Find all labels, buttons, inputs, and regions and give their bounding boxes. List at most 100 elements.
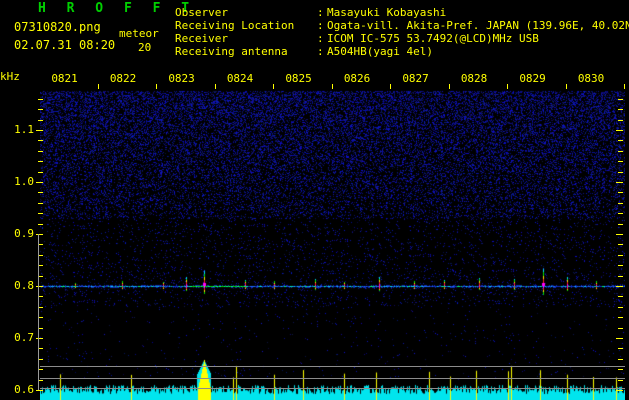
yaxis-tick-label: 1.1 <box>14 123 34 136</box>
yaxis-tick-minor <box>38 244 43 245</box>
xaxis-tick <box>332 84 333 89</box>
xaxis-tick-label: 0829 <box>519 72 546 85</box>
yaxis-tick-minor-right <box>618 296 623 297</box>
yaxis-tick-minor <box>38 99 43 100</box>
metadata-colon: : <box>317 19 324 32</box>
file-datetime-label: 02.07.31 08:20 <box>14 38 116 52</box>
yaxis-tick-minor-right <box>618 151 623 152</box>
metadata-value: Masayuki Kobayashi <box>327 6 447 19</box>
header-panel: H R O F F T 07310820.png 02.07.31 08:20 … <box>0 0 629 68</box>
xaxis-tick-label: 0827 <box>402 72 429 85</box>
metadata-colon: : <box>317 32 324 45</box>
yaxis-vertical-line <box>38 234 39 390</box>
yaxis-tick-major <box>36 286 43 287</box>
app-title: H R O F F T <box>38 1 196 16</box>
yaxis-tick-minor-right <box>618 276 623 277</box>
yaxis-tick-minor-right <box>618 161 623 162</box>
yaxis-tick-major <box>36 390 43 391</box>
metadata-colon: : <box>317 45 324 58</box>
yaxis-tick-minor <box>38 151 43 152</box>
yaxis-tick-minor-right <box>618 172 623 173</box>
xaxis-tick-label: 0826 <box>343 72 371 85</box>
xaxis-tick <box>273 84 274 89</box>
metadata-key: Receiving Location <box>175 19 295 32</box>
yaxis-tick-minor-right <box>618 244 623 245</box>
xaxis-tick-label: 0823 <box>168 72 195 85</box>
yaxis-tick-minor-right <box>618 203 623 204</box>
yaxis-tick-minor-right <box>618 120 623 121</box>
metadata-row: Receiving antenna : A504HB(yagi 4el) <box>175 45 629 58</box>
yaxis-tick-major <box>36 182 43 183</box>
yaxis-tick-minor-right <box>618 213 623 214</box>
yaxis-tick-label: 0.6 <box>14 383 34 396</box>
xaxis-tick <box>156 84 157 89</box>
yaxis-tick-minor-right <box>618 317 623 318</box>
xaxis-tick <box>215 84 216 89</box>
yaxis-tick-minor <box>38 296 43 297</box>
yaxis-tick-minor <box>38 328 43 329</box>
yaxis-tick-minor <box>38 359 43 360</box>
xaxis-tick-label: 0824 <box>226 72 254 85</box>
event-type-label: meteor <box>119 27 159 40</box>
yaxis-tick-minor-right <box>618 224 623 225</box>
yaxis-unit-label: kHz <box>0 70 20 83</box>
yaxis-tick-minor <box>38 120 43 121</box>
xaxis-tick-label: 0825 <box>285 72 312 85</box>
metadata-row: Receiver : ICOM IC-575 53.7492(@LCD)MHz … <box>175 32 629 45</box>
yaxis-tick-minor <box>38 140 43 141</box>
metadata-row: Observer : Masayuki Kobayashi <box>175 6 629 19</box>
yaxis-tick-major-right <box>616 182 623 183</box>
metadata-row: Receiving Location : Ogata-vill. Akita-P… <box>175 19 629 32</box>
yaxis-tick-major <box>36 130 43 131</box>
yaxis-tick-minor <box>38 109 43 110</box>
yaxis-tick-major-right <box>616 286 623 287</box>
yaxis-tick-label: 1.0 <box>14 175 34 188</box>
yaxis-tick-minor <box>38 265 43 266</box>
yaxis-tick-minor-right <box>618 192 623 193</box>
yaxis-tick-minor-right <box>618 380 623 381</box>
xaxis-tick-label: 0821 <box>51 72 78 85</box>
amplitude-gridline <box>40 366 625 367</box>
metadata-key: Receiving antenna <box>175 45 288 58</box>
metadata-value: A504HB(yagi 4el) <box>327 45 433 58</box>
metadata-colon: : <box>317 6 324 19</box>
yaxis-tick-minor-right <box>618 265 623 266</box>
metadata-key: Observer <box>175 6 228 19</box>
xaxis-tick <box>390 84 391 89</box>
metadata-value: Ogata-vill. Akita-Pref. JAPAN (139.96E, … <box>327 19 629 32</box>
yaxis-tick-minor <box>38 172 43 173</box>
yaxis-tick-label: 0.8 <box>14 279 34 292</box>
yaxis-tick-minor <box>38 317 43 318</box>
xaxis-tick <box>507 84 508 89</box>
metadata-block: Observer : Masayuki Kobayashi Receiving … <box>175 6 629 58</box>
yaxis-tick-minor-right <box>618 307 623 308</box>
event-count-label: 20 <box>138 41 152 54</box>
yaxis-tick-major-right <box>616 130 623 131</box>
yaxis-tick-minor <box>38 348 43 349</box>
amplitude-gridline <box>40 378 625 379</box>
xaxis-tick-label: 0828 <box>460 72 488 85</box>
yaxis-tick-minor <box>38 307 43 308</box>
yaxis-tick-minor <box>38 192 43 193</box>
yaxis-tick-minor <box>38 276 43 277</box>
yaxis-tick-minor <box>38 224 43 225</box>
xaxis-tick <box>449 84 450 89</box>
xaxis-tick <box>98 84 99 89</box>
file-name-label: 07310820.png <box>14 20 101 34</box>
yaxis-tick-minor-right <box>618 255 623 256</box>
xaxis-tick <box>566 84 567 89</box>
yaxis-tick-minor-right <box>618 99 623 100</box>
amplitude-gridline <box>40 388 625 389</box>
yaxis-tick-minor-right <box>618 348 623 349</box>
xaxis-tick-label: 0830 <box>577 72 605 85</box>
yaxis-tick-minor-right <box>618 140 623 141</box>
yaxis-tick-minor-right <box>618 359 623 360</box>
xaxis-tick <box>624 84 625 89</box>
metadata-key: Receiver <box>175 32 228 45</box>
yaxis-tick-major <box>36 338 43 339</box>
xaxis-tick-label: 0822 <box>109 72 137 85</box>
yaxis-tick-major <box>36 234 43 235</box>
yaxis-tick-major-right <box>616 338 623 339</box>
spectrogram-canvas <box>40 68 625 400</box>
